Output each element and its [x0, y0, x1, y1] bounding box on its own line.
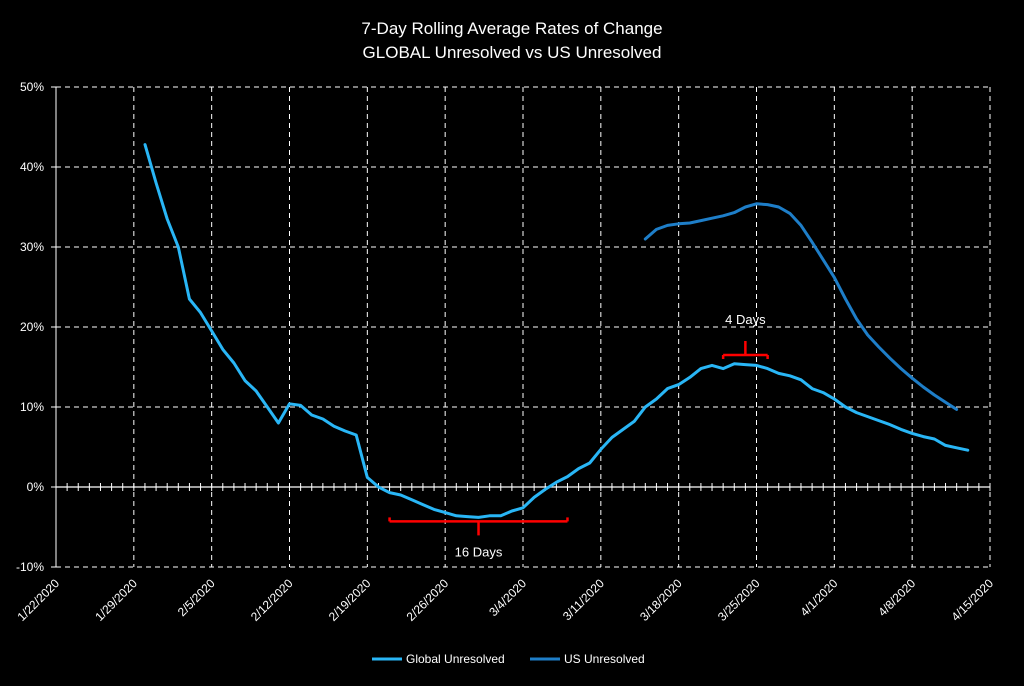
annotation-label: 4 Days: [725, 312, 766, 327]
annotation-label: 16 Days: [455, 544, 503, 559]
x-tick-label: 1/22/2020: [14, 576, 62, 624]
x-tick-label: 3/4/2020: [486, 576, 529, 619]
x-tick-label: 2/12/2020: [248, 576, 296, 624]
y-tick-label: 20%: [20, 320, 44, 334]
bracket-annotation-4-days: 4 Days: [721, 312, 769, 359]
chart-title-line-2: GLOBAL Unresolved vs US Unresolved: [363, 43, 662, 62]
x-tick-label: 3/18/2020: [637, 576, 685, 624]
x-tick-label: 2/26/2020: [404, 576, 452, 624]
legend-label: US Unresolved: [564, 652, 645, 666]
y-tick-label: 50%: [20, 80, 44, 94]
x-tick-label: 2/19/2020: [326, 576, 374, 624]
y-tick-labels: -10% 0% 10% 20% 30% 40% 50%: [16, 80, 44, 574]
legend-item-us-unresolved: US Unresolved: [530, 652, 645, 666]
x-tick-label: 3/25/2020: [715, 576, 763, 624]
x-tick-label: 4/8/2020: [875, 576, 918, 619]
x-tick-labels: 1/22/2020 1/29/2020 2/5/2020 2/12/2020 2/19/…: [14, 576, 996, 624]
x-tick-label: 3/11/2020: [560, 576, 607, 623]
legend: Global Unresolved US Unresolved: [372, 652, 645, 666]
y-tick-label: 30%: [20, 240, 44, 254]
bracket-annotation-16-days: 16 Days: [388, 517, 569, 559]
grid: [55, 86, 991, 568]
series-line-global-unresolved: [143, 143, 970, 519]
y-tick-label: -10%: [16, 560, 44, 574]
y-tick-label: 40%: [20, 160, 44, 174]
axes: [51, 86, 991, 568]
x-tick-label: 4/15/2020: [948, 576, 996, 624]
x-tick-label: 4/1/2020: [798, 576, 841, 619]
x-tick-label: 2/5/2020: [175, 576, 218, 619]
series-lines: [143, 143, 970, 519]
legend-label: Global Unresolved: [406, 652, 505, 666]
series-line-us-unresolved: [643, 202, 959, 411]
chart-title-line-1: 7-Day Rolling Average Rates of Change: [361, 19, 662, 38]
annotations: 16 Days 4 Days: [388, 312, 769, 559]
y-tick-label: 10%: [20, 400, 44, 414]
legend-item-global-unresolved: Global Unresolved: [372, 652, 505, 666]
y-tick-label: 0%: [27, 480, 45, 494]
x-tick-label: 1/29/2020: [92, 576, 140, 624]
